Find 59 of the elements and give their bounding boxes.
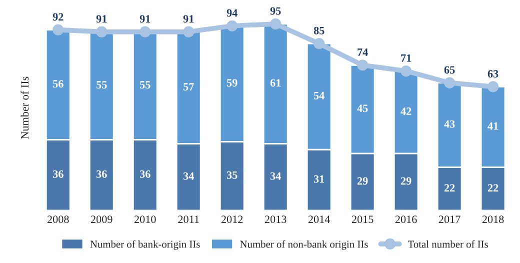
data-label: 91 xyxy=(183,15,194,23)
data-label: 57 xyxy=(184,83,194,90)
x-tick-label: 2008 xyxy=(48,216,69,224)
data-label: 22 xyxy=(488,184,498,192)
data-label: 55 xyxy=(140,81,150,89)
x-tick-label: 2010 xyxy=(134,216,156,224)
data-label: 36 xyxy=(140,170,150,178)
x-tick-label: 2011 xyxy=(178,216,199,224)
data-label: 34 xyxy=(183,172,194,180)
data-label: 56 xyxy=(53,80,64,88)
data-label: 61 xyxy=(270,79,281,87)
legend-label: Total number of IIs xyxy=(408,240,488,248)
data-label: 22 xyxy=(444,184,455,192)
legend-label: Number of non-bank origin IIs xyxy=(240,240,368,250)
x-tick-label: 2009 xyxy=(91,216,112,224)
x-tick-label: 2014 xyxy=(308,216,330,224)
data-label: 63 xyxy=(488,70,498,78)
point xyxy=(314,38,325,50)
point xyxy=(226,20,238,32)
data-label: 74 xyxy=(358,48,368,56)
point xyxy=(270,18,282,30)
data-label: 35 xyxy=(226,171,238,179)
y-axis-title: Number of IIs xyxy=(20,76,29,139)
data-label: 29 xyxy=(357,177,368,185)
data-label: 91 xyxy=(140,15,150,23)
point xyxy=(140,26,151,38)
x-tick-label: 2016 xyxy=(395,216,417,224)
point xyxy=(52,24,64,36)
data-label: 31 xyxy=(314,175,324,183)
point xyxy=(444,77,456,88)
data-label: 59 xyxy=(227,79,238,87)
x-tick-label: 2012 xyxy=(221,216,243,224)
data-label: 91 xyxy=(96,15,107,23)
data-label: 55 xyxy=(96,81,107,89)
data-label: 54 xyxy=(314,92,324,100)
data-label: 92 xyxy=(52,13,64,21)
x-tick-label: 2013 xyxy=(264,216,286,224)
data-label: 42 xyxy=(400,108,412,115)
data-label: 94 xyxy=(226,9,238,17)
data-label: 34 xyxy=(270,172,281,180)
data-label: 36 xyxy=(96,170,107,178)
data-label: 43 xyxy=(444,120,455,128)
legend-label: Number of bank-origin IIs xyxy=(90,240,200,250)
data-label: 85 xyxy=(314,26,324,34)
data-label: 65 xyxy=(444,66,455,74)
data-label: 36 xyxy=(53,170,64,178)
data-label: 29 xyxy=(400,177,412,185)
data-label: 41 xyxy=(488,122,498,130)
x-tick-label: 2018 xyxy=(482,216,504,224)
data-label: 71 xyxy=(401,54,412,62)
point xyxy=(183,26,194,38)
point xyxy=(488,81,499,92)
point xyxy=(96,26,108,38)
x-tick-label: 2017 xyxy=(438,216,460,224)
point xyxy=(400,65,412,77)
data-label: 95 xyxy=(270,7,281,15)
x-tick-label: 2015 xyxy=(352,216,374,224)
data-label: 45 xyxy=(357,104,368,112)
point xyxy=(357,60,368,71)
